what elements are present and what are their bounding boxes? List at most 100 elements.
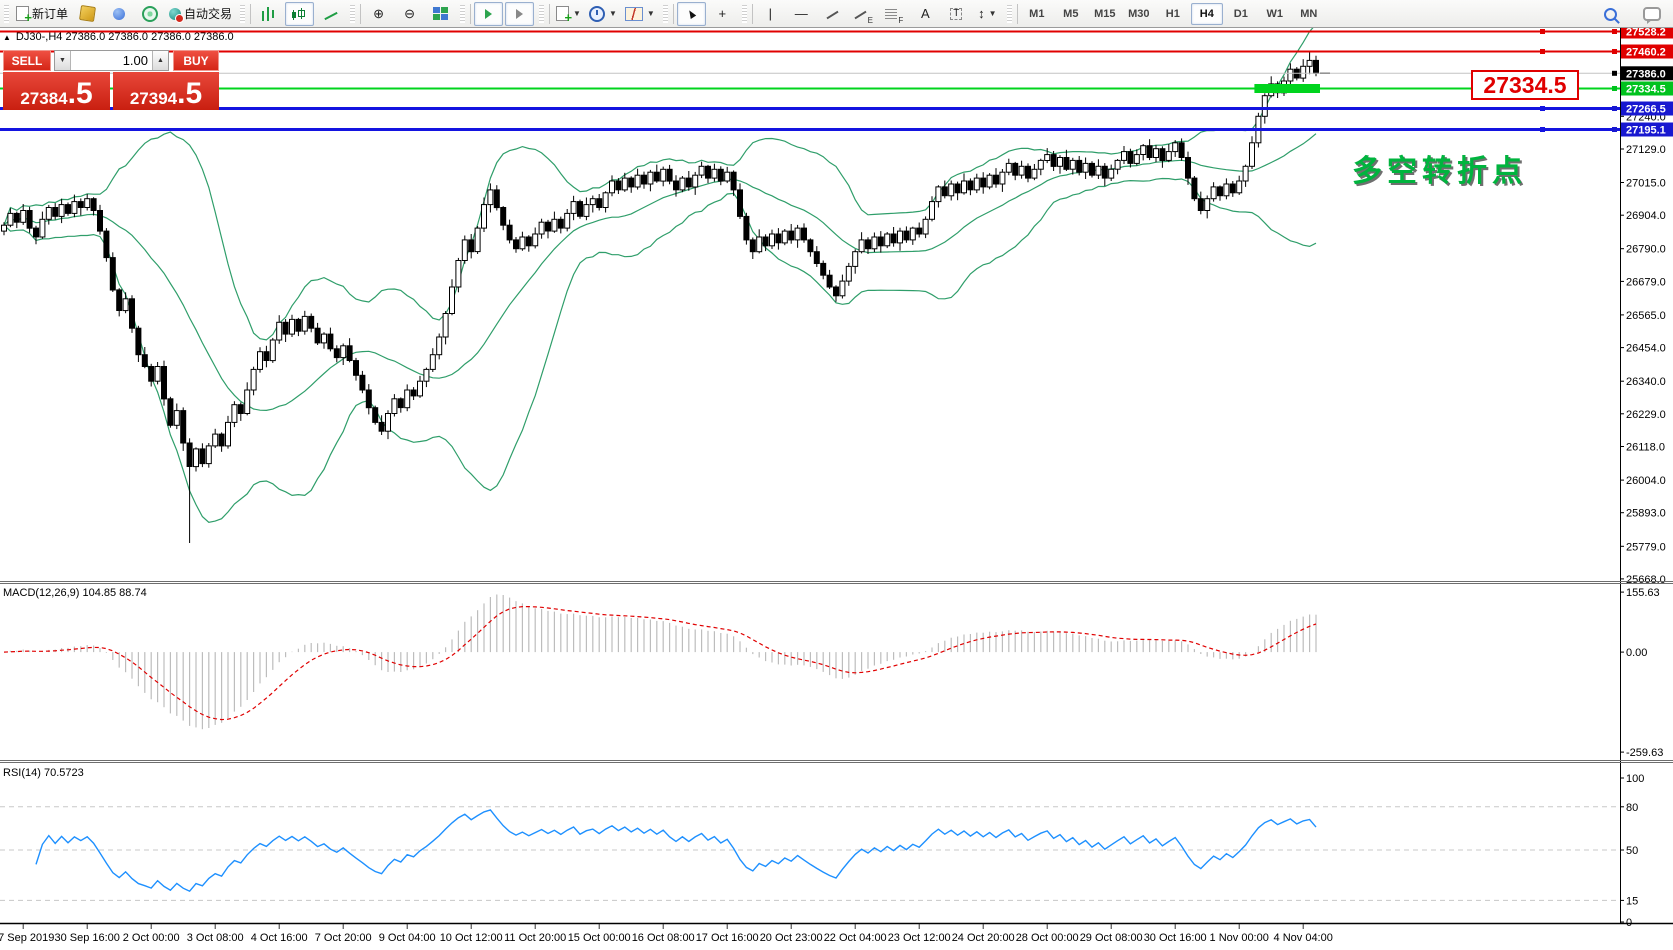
timeframe-tf-mn-button[interactable]: MN	[1300, 7, 1318, 20]
zoom-out-icon: ⊖	[404, 6, 415, 21]
timeframe-tf-m5-button[interactable]: M5	[1063, 7, 1079, 20]
candlestick-chart-button[interactable]	[285, 1, 315, 26]
one-click-trade-panel: SELL ▼ 1.00 ▲ BUY 27384 .5 27394 .5	[3, 50, 219, 111]
collapse-icon[interactable]: ▲	[3, 32, 11, 42]
rsi-tick-label: 80	[1626, 802, 1638, 814]
price-callout-box[interactable]: 27334.5	[1471, 70, 1579, 100]
bollinger-middle	[3, 133, 1317, 412]
timeframe-tf-w1-button[interactable]: W1	[1266, 7, 1284, 20]
volume-increase-button[interactable]: ▲	[152, 51, 168, 70]
panel-separators[interactable]	[0, 581, 1673, 925]
cursor-button[interactable]: ▲	[676, 1, 706, 26]
buy-button[interactable]: BUY	[173, 50, 219, 71]
terminal-button[interactable]	[104, 2, 133, 26]
toolbar-right-icons	[1595, 2, 1667, 26]
toolbar-grip[interactable]	[460, 4, 466, 23]
toolbar-grip[interactable]	[4, 4, 9, 23]
templates-button[interactable]: ▼	[622, 2, 658, 26]
turning-point-annotation[interactable]: 多空转折点	[1352, 155, 1527, 188]
timeframe-tf-m1-button[interactable]: M1	[1029, 7, 1045, 20]
autotrading-button[interactable]: 自动交易	[166, 2, 235, 26]
toolbar-separator	[1016, 3, 1018, 24]
horizontal-line-icon: —	[794, 6, 808, 21]
chat-button[interactable]	[1637, 2, 1666, 26]
equidistant-channel-button[interactable]: E	[849, 2, 878, 26]
fibonacci-button[interactable]: F	[880, 2, 909, 26]
sell-button[interactable]: SELL	[3, 50, 51, 71]
time-axis-label: 4 Oct 16:00	[251, 932, 308, 944]
periods-dropdown-icon[interactable]: ▼	[608, 9, 617, 18]
line-chart-button[interactable]	[316, 2, 345, 26]
toolbar-grip[interactable]	[240, 4, 246, 23]
crosshair-button[interactable]: +	[708, 2, 737, 26]
toolbar-separator	[360, 3, 362, 24]
timeframe-tf-h4-button[interactable]: H4	[1190, 2, 1223, 25]
toolbar-separator	[672, 3, 674, 24]
new-order-button[interactable]: 新订单	[13, 2, 71, 26]
search-button[interactable]	[1596, 2, 1625, 26]
autotrading-label: 自动交易	[184, 7, 233, 21]
periods-button[interactable]: ▼	[586, 2, 620, 26]
auto-scroll-button[interactable]	[505, 1, 535, 26]
zoom-out-button[interactable]: ⊖	[395, 2, 424, 26]
zoom-in-button[interactable]: ⊕	[364, 2, 393, 26]
buy-price[interactable]: 27394 .5	[113, 72, 219, 110]
toolbar-separator	[549, 3, 551, 24]
signals-button[interactable]	[135, 2, 164, 26]
arrows-dropdown-icon[interactable]: ▼	[988, 9, 997, 18]
price-tick-label: 26004.0	[1626, 475, 1666, 487]
navigator-button[interactable]	[73, 2, 102, 26]
toolbar-grip[interactable]	[350, 4, 356, 23]
toolbar-grip[interactable]	[741, 4, 747, 23]
price-tag	[1621, 122, 1673, 137]
rsi-tick-label: 15	[1626, 895, 1638, 907]
toolbar-grip[interactable]	[662, 4, 668, 23]
timeframe-tf-d1-button[interactable]: D1	[1233, 7, 1248, 20]
chart-shift-button[interactable]	[474, 1, 504, 26]
tile-windows-button[interactable]	[426, 2, 455, 26]
toolbar-grip[interactable]	[539, 4, 545, 23]
volume-decrease-button[interactable]: ▼	[55, 51, 71, 70]
bar-chart-button[interactable]	[254, 2, 283, 26]
time-axis-label: 29 Oct 08:00	[1080, 932, 1143, 944]
periods-icon	[588, 5, 605, 22]
text-button[interactable]: A	[911, 2, 940, 26]
symbol-ohlc-text: DJ30-,H4 27386.0 27386.0 27386.0 27386.0	[15, 31, 234, 43]
timeframe-tf-h1-button[interactable]: H1	[1165, 7, 1180, 20]
buy-price-main: 27394	[129, 89, 178, 108]
macd-panel	[3, 594, 1317, 730]
price-tag	[1621, 24, 1673, 39]
timeframe-tf-m30-button[interactable]: M30	[1128, 7, 1150, 20]
text-label-button[interactable]: T	[942, 2, 971, 26]
price-tick-label: 26790.0	[1626, 244, 1666, 256]
autotrading-icon	[169, 7, 185, 23]
price-tag-label: 27386.0	[1626, 68, 1666, 80]
volume-input[interactable]: 1.00	[122, 53, 148, 68]
line-handle	[1540, 127, 1545, 132]
candles-layer	[1, 51, 1330, 543]
trendline-button[interactable]	[818, 2, 847, 26]
navigator-icon	[79, 5, 96, 22]
search-icon	[1604, 7, 1617, 21]
time-axis-label: 15 Oct 00:00	[568, 932, 631, 944]
time-axis-label: 27 Sep 2019	[0, 932, 54, 944]
fibonacci-icon	[885, 8, 898, 19]
arrows-button[interactable]: ↕ ▼	[973, 2, 1002, 26]
bollinger-upper	[3, 28, 1314, 341]
new-chart-dropdown-icon[interactable]: ▼	[573, 9, 581, 18]
templates-dropdown-icon[interactable]: ▼	[646, 9, 655, 18]
time-axis-label: 17 Oct 16:00	[696, 932, 759, 944]
macd-tick-label: 155.63	[1626, 587, 1660, 599]
toolbar-grip[interactable]	[1006, 4, 1012, 23]
new-chart-button[interactable]: ▼	[553, 2, 584, 26]
auto-scroll-icon	[516, 8, 524, 19]
horizontal-line-button[interactable]: —	[787, 2, 816, 26]
horizontal-line-objects[interactable]	[0, 29, 1620, 132]
sell-price[interactable]: 27384 .5	[3, 72, 110, 110]
vertical-line-button[interactable]: |	[756, 2, 785, 26]
timeframe-tf-m15-button[interactable]: M15	[1094, 7, 1116, 20]
volume-stepper: ▼ 1.00 ▲	[54, 50, 169, 71]
